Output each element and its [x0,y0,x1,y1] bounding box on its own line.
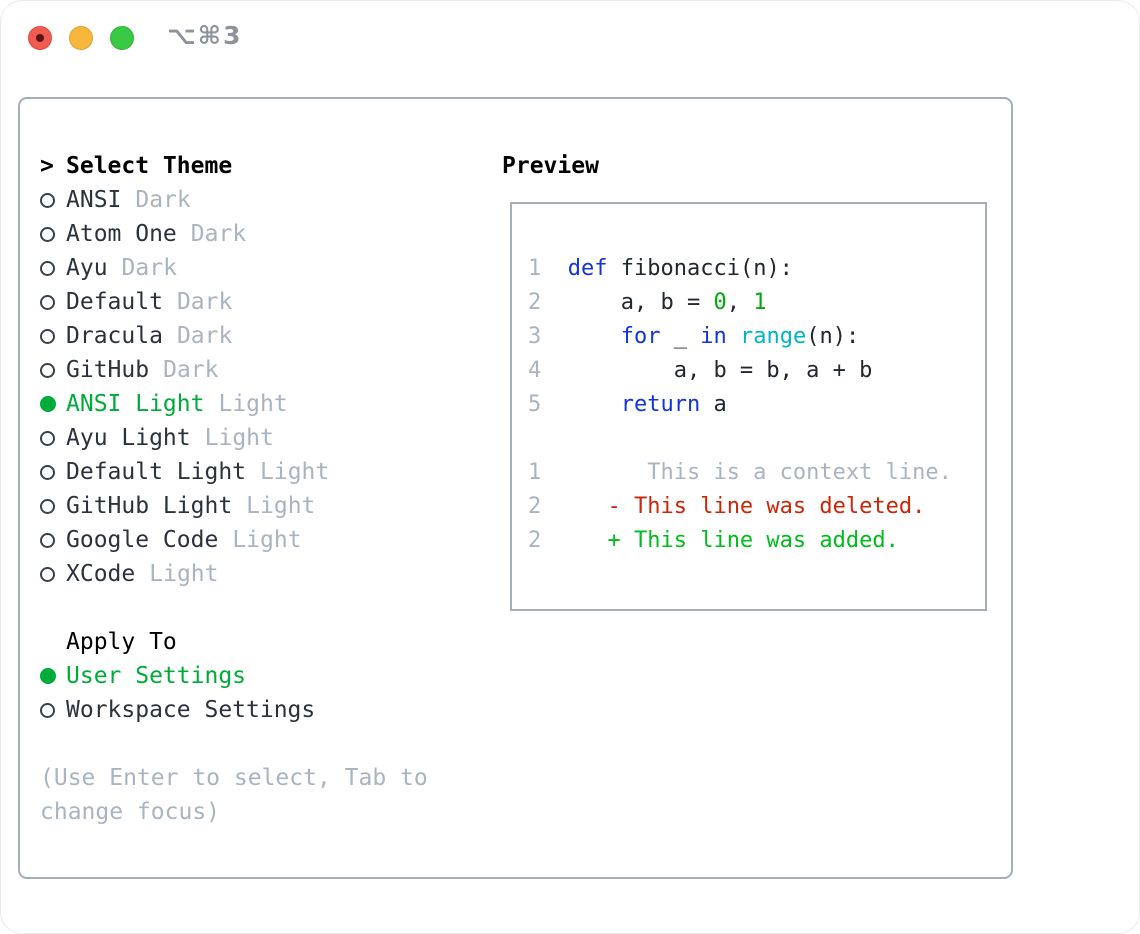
theme-option-default[interactable]: Default Dark [40,285,502,319]
preview-line: 5 return a [528,392,727,417]
option-tag: Dark [190,221,247,247]
line-number: 3 [528,324,568,349]
preview-header: Preview [502,153,599,179]
theme-option-dracula[interactable]: Dracula Dark [40,319,502,353]
radio-unselected-icon [40,498,66,514]
option-label: GitHub [66,357,150,383]
theme-column: > Select Theme ANSI Dark Atom One Dark Ayu Da… [40,149,502,877]
apply-to-header: Apply To [66,629,177,655]
zoom-button[interactable] [110,26,134,50]
apply-option-workspace-settings[interactable]: Workspace Settings [40,693,502,727]
focus-cursor-icon: > [40,153,54,179]
line-number [528,426,541,451]
option-tag: Light [246,493,316,519]
radio-unselected-icon [40,430,66,446]
line-number: 2 [528,528,568,553]
theme-option-google-code[interactable]: Google Code Light [40,523,502,557]
traffic-lights [28,26,134,50]
radio-unselected-icon [40,328,66,344]
select-theme-header: Select Theme [66,153,233,179]
radio-unselected-icon [40,464,66,480]
theme-list: ANSI Dark Atom One Dark Ayu Dark Default Dark Dr… [40,183,502,591]
line-number: 2 [528,290,568,315]
option-label: GitHub Light [66,493,233,519]
radio-unselected-icon [40,532,66,548]
radio-unselected-icon [40,226,66,242]
option-tag: Light [218,391,288,417]
line-number: 1 [528,460,568,485]
option-label: Google Code [66,527,219,553]
option-label: XCode [66,561,136,587]
option-tag: Light [232,527,302,553]
option-label: Ayu Light [66,425,191,451]
preview-line: 2 + This line was added. [528,528,899,553]
preview-line: 1 This is a context line. [528,460,952,485]
line-number: 1 [528,256,568,281]
option-label: User Settings [66,663,247,689]
theme-option-xcode[interactable]: XCode Light [40,557,502,591]
option-tag: Dark [135,187,191,213]
option-label: Dracula [66,323,163,349]
radio-unselected-icon [40,260,66,276]
theme-option-default-light[interactable]: Default Light Light [40,455,502,489]
line-number: 5 [528,392,568,417]
preview-column: Preview 1 def fibonacci(n): 2 a, b = 0, 1… [502,149,1011,877]
line-number: 4 [528,358,568,383]
spacer [40,591,502,625]
help-text: (Use Enter to select, Tab to change focu… [40,765,428,825]
theme-option-github[interactable]: GitHub Dark [40,353,502,387]
option-tag: Light [260,459,330,485]
radio-unselected-icon [40,566,66,582]
window-title: ⌥⌘3 [167,21,243,50]
theme-option-ansi[interactable]: ANSI Dark [40,183,502,217]
radio-unselected-icon [40,294,66,310]
option-label: Workspace Settings [66,697,316,723]
select-theme-header-row: > Select Theme [40,149,502,183]
theme-option-ayu[interactable]: Ayu Dark [40,251,502,285]
apply-option-user-settings[interactable]: User Settings [40,659,502,693]
radio-unselected-icon [40,362,66,378]
radio-selected-icon [40,396,66,412]
preview-line: 4 a, b = b, a + b [528,358,873,383]
theme-option-atom-one[interactable]: Atom One Dark [40,217,502,251]
line-number: 2 [528,494,568,519]
radio-unselected-icon [40,192,66,208]
option-label: Ayu [66,255,108,281]
option-label: ANSI [66,187,122,213]
option-tag: Dark [121,255,177,281]
theme-option-ayu-light[interactable]: Ayu Light Light [40,421,502,455]
option-tag: Dark [176,289,233,315]
preview-box: 1 def fibonacci(n): 2 a, b = 0, 1 3 for _ … [510,202,987,611]
theme-option-github-light[interactable]: GitHub Light Light [40,489,502,523]
option-tag: Dark [163,357,219,383]
option-tag: Dark [176,323,233,349]
radio-selected-icon [40,668,66,684]
option-tag: Light [204,425,274,451]
preview-line: 2 - This line was deleted. [528,494,926,519]
theme-option-ansi-light[interactable]: ANSI Light Light [40,387,502,421]
preview-line: 1 def fibonacci(n): [528,256,793,281]
option-label: Atom One [66,221,177,247]
apply-to-list: User Settings Workspace Settings [40,659,502,727]
option-tag: Light [149,561,219,587]
radio-unselected-icon [40,702,66,718]
preview-line: 2 a, b = 0, 1 [528,290,767,315]
preview-blank-line [528,422,975,456]
minimize-button[interactable] [69,26,93,50]
close-dot-icon [36,34,44,42]
option-label: Default Light [66,459,247,485]
option-label: Default [66,289,163,315]
preview-line: 3 for _ in range(n): [528,324,860,349]
option-label: ANSI Light [66,391,205,417]
titlebar: ⌥⌘3 [0,0,1140,97]
apply-to-header-row: Apply To [40,625,502,659]
close-button[interactable] [28,26,52,50]
theme-picker-panel: > Select Theme ANSI Dark Atom One Dark Ayu Da… [18,97,1013,879]
